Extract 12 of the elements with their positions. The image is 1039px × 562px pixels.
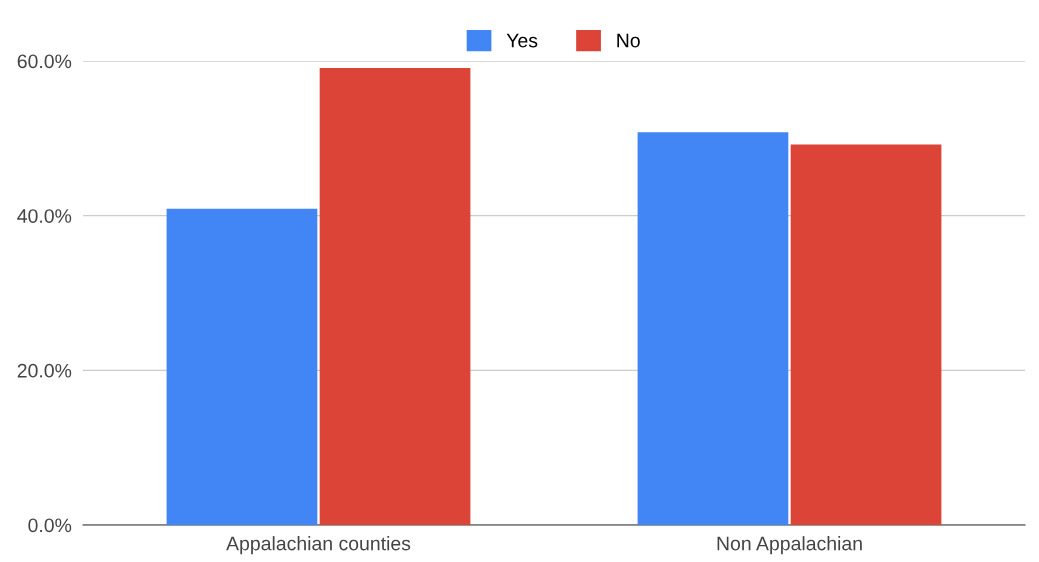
y-tick-label: 20.0% — [17, 363, 72, 378]
y-tick-label: 0.0% — [28, 518, 72, 533]
bar — [790, 144, 942, 525]
bar — [319, 67, 471, 525]
bar — [637, 132, 789, 525]
y-tick-label: 40.0% — [17, 209, 72, 223]
x-tick-label: Non Appalachian — [717, 536, 862, 555]
bar — [166, 208, 318, 525]
x-tick-label: Appalachian counties — [226, 536, 411, 555]
legend-label: Yes — [506, 33, 538, 48]
y-tick-label: 60.0% — [17, 54, 72, 69]
legend-label: No — [617, 33, 640, 48]
